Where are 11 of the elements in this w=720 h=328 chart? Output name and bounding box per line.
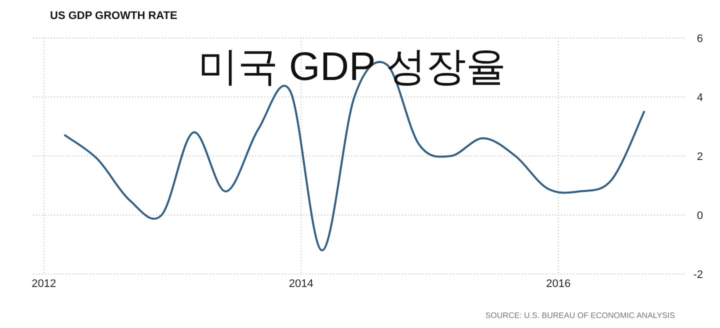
source-note: SOURCE: U.S. BUREAU OF ECONOMIC ANALYSIS [485, 311, 675, 320]
y-tick-label: 0 [696, 210, 703, 222]
chart-title: US GDP GROWTH RATE [50, 10, 178, 22]
y-tick-label: 2 [696, 151, 703, 163]
y-tick-label: -2 [693, 269, 703, 281]
x-tick-label: 2014 [288, 278, 314, 290]
chart-subtitle: 미국 GDP 성장율 [198, 45, 506, 89]
y-tick-label: 4 [696, 92, 703, 104]
x-tick-label: 2012 [32, 278, 56, 290]
y-tick-label: 6 [696, 33, 703, 45]
x-tick-label: 2016 [546, 278, 571, 290]
